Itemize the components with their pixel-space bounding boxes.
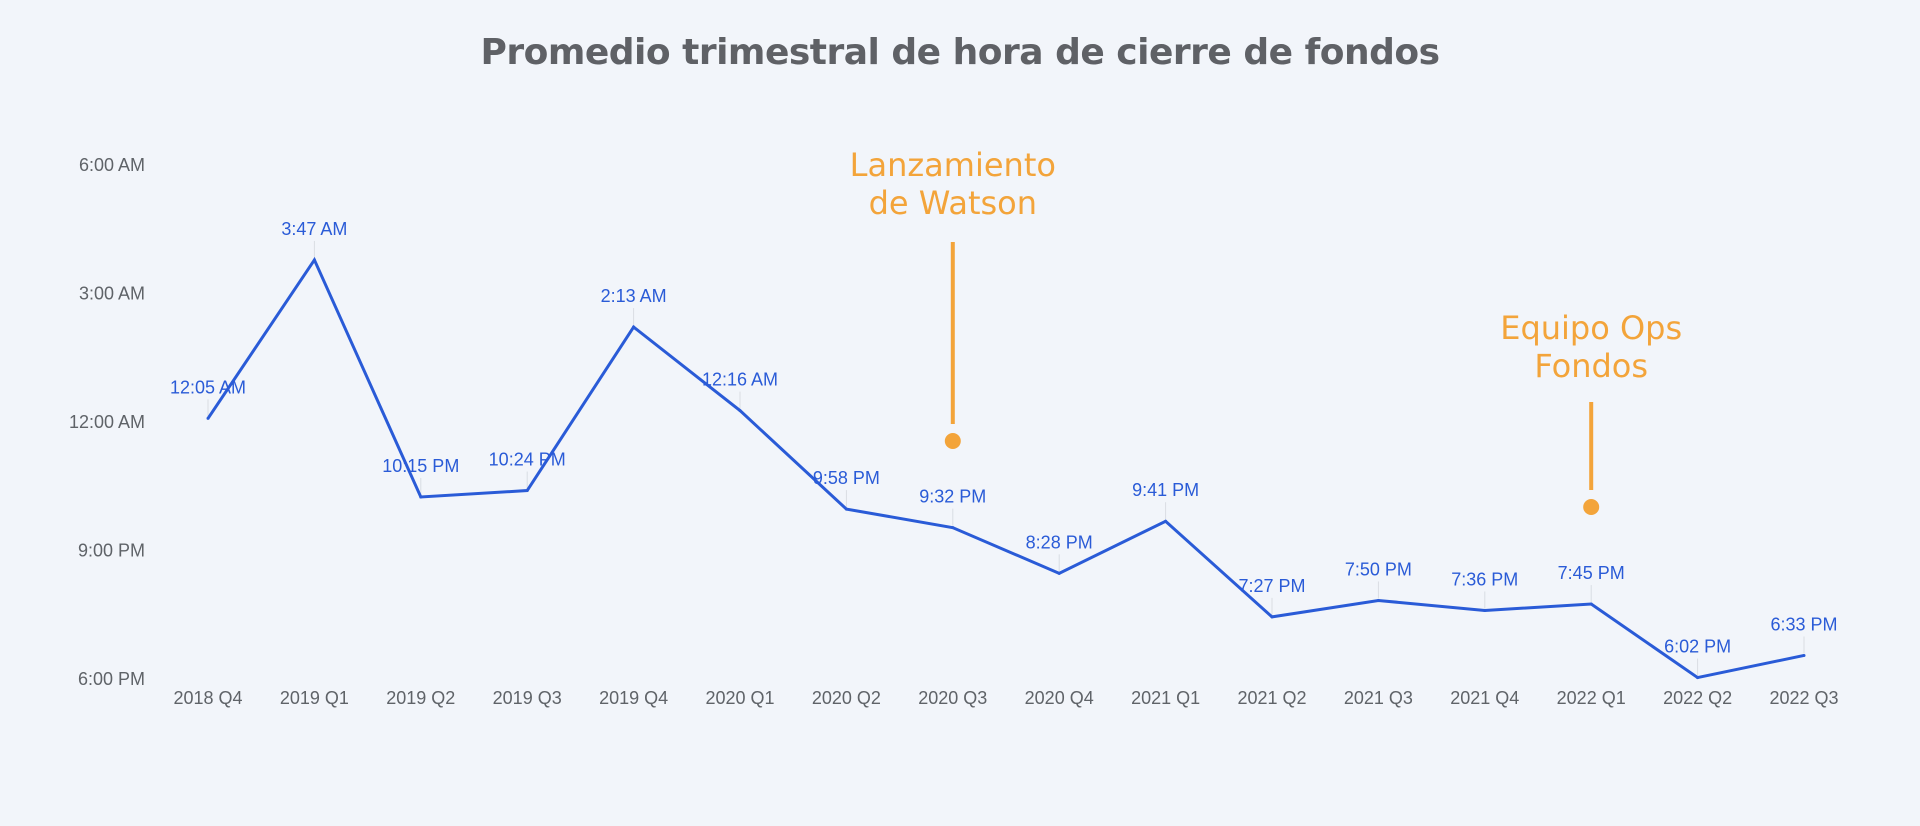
x-tick-label: 2019 Q2 <box>386 688 455 708</box>
annotation-text: de Watson <box>869 184 1037 222</box>
x-tick-label: 2021 Q1 <box>1131 688 1200 708</box>
data-labels: 12:05 AM 3:47 AM 10:15 PM 10:24 PM 2:13 AM 12… <box>170 219 1838 657</box>
x-tick-label: 2020 Q1 <box>705 688 774 708</box>
data-label: 6:02 PM <box>1664 637 1731 657</box>
annotation-dot <box>944 433 961 449</box>
data-label: 12:05 AM <box>170 377 246 397</box>
data-point <box>632 325 636 329</box>
x-tick-label: 2022 Q2 <box>1663 688 1732 708</box>
chart-title: Promedio trimestral de hora de cierre de… <box>480 32 1440 73</box>
data-label: 9:41 PM <box>1132 480 1199 500</box>
data-label: 9:32 PM <box>919 487 986 507</box>
x-tick-label: 2021 Q2 <box>1237 688 1306 708</box>
x-tick-label: 2019 Q3 <box>493 688 562 708</box>
data-label: 10:15 PM <box>382 456 459 476</box>
data-point <box>1270 615 1274 619</box>
x-tick-label: 2020 Q2 <box>812 688 881 708</box>
annotation-text: Fondos <box>1534 347 1648 385</box>
data-label: 2:13 AM <box>601 286 667 306</box>
data-label: 12:16 AM <box>702 370 778 390</box>
data-label-guides <box>207 240 1805 676</box>
data-point <box>1589 602 1593 606</box>
data-point <box>419 495 423 499</box>
annotation-text: Equipo Ops <box>1500 309 1682 347</box>
x-tick-label: 2022 Q1 <box>1557 688 1626 708</box>
series-line <box>206 256 1805 680</box>
y-tick-label: 6:00 AM <box>79 155 145 175</box>
y-tick-label: 3:00 AM <box>79 284 145 304</box>
data-point <box>738 409 742 413</box>
data-point <box>1483 608 1487 612</box>
data-label: 3:47 AM <box>281 219 347 239</box>
data-points <box>206 258 1806 680</box>
y-tick-label: 6:00 PM <box>78 669 145 689</box>
x-tick-label: 2020 Q3 <box>918 688 987 708</box>
x-tick-label: 2020 Q4 <box>1025 688 1094 708</box>
x-tick-label: 2022 Q3 <box>1769 688 1838 708</box>
data-point <box>1164 519 1168 523</box>
data-point <box>1376 598 1380 602</box>
data-label: 7:36 PM <box>1451 569 1518 589</box>
data-point <box>844 507 848 511</box>
x-tick-label: 2019 Q4 <box>599 688 668 708</box>
data-point <box>951 526 955 530</box>
y-tick-label: 9:00 PM <box>78 541 145 561</box>
y-tick-label: 12:00 AM <box>69 412 145 432</box>
data-point <box>1696 676 1700 680</box>
data-label: 7:27 PM <box>1238 576 1305 596</box>
data-point <box>206 416 210 420</box>
y-axis: 6:00 PM 9:00 PM 12:00 AM 3:00 AM 6:00 AM <box>69 155 145 689</box>
x-tick-label: 2018 Q4 <box>173 688 242 708</box>
data-label: 9:58 PM <box>813 468 880 488</box>
x-tick-label: 2021 Q4 <box>1450 688 1519 708</box>
data-point <box>1802 653 1806 657</box>
x-tick-label: 2019 Q1 <box>280 688 349 708</box>
annotation-text: Lanzamiento <box>850 146 1056 184</box>
x-tick-label: 2021 Q3 <box>1344 688 1413 708</box>
data-point <box>1057 571 1061 575</box>
data-label: 7:45 PM <box>1558 563 1625 583</box>
data-label: 8:28 PM <box>1026 532 1093 552</box>
annotation-dot <box>1583 499 1600 515</box>
data-label: 6:33 PM <box>1770 614 1837 634</box>
x-axis: 2018 Q4 2019 Q1 2019 Q2 2019 Q3 2019 Q4 2020 … <box>173 688 1838 708</box>
data-point <box>525 489 529 493</box>
data-point <box>312 258 316 262</box>
data-label: 10:24 PM <box>489 450 566 470</box>
data-label: 7:50 PM <box>1345 559 1412 579</box>
